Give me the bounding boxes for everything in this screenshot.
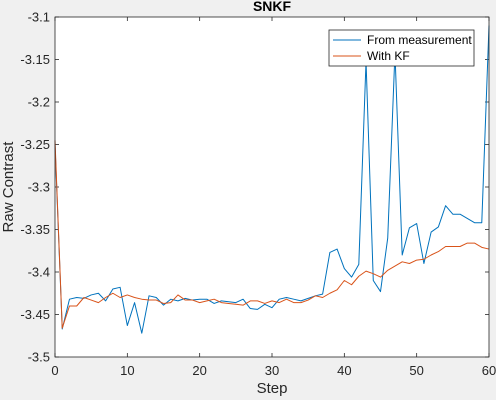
- x-tick-label: 0: [51, 363, 58, 378]
- y-tick-label: -3.4: [28, 265, 50, 280]
- y-tick-label: -3.5: [28, 350, 50, 365]
- x-tick-label: 40: [337, 363, 351, 378]
- y-tick-label: -3.3: [28, 180, 50, 195]
- x-tick-label: 10: [120, 363, 134, 378]
- series-layer: [54, 25, 490, 334]
- y-tick-label: -3.2: [28, 95, 50, 110]
- y-tick-label: -3.15: [20, 52, 50, 67]
- x-tick-label: 20: [192, 363, 206, 378]
- y-tick-label: -3.1: [28, 10, 50, 25]
- x-tick-label: 60: [482, 363, 496, 378]
- y-tick-label: -3.25: [20, 137, 50, 152]
- legend-box: [328, 29, 475, 67]
- series-line-with-kf: [54, 140, 490, 329]
- y-axis-label: Raw Contrast: [0, 141, 17, 233]
- chart-title: SNKF: [253, 0, 292, 14]
- legend: From measurement With KF: [328, 29, 475, 67]
- x-tick-label: 50: [409, 363, 423, 378]
- legend-label-with-kf: With KF: [367, 49, 410, 63]
- plot-area: [55, 17, 489, 357]
- x-tick-label: 30: [265, 363, 279, 378]
- axis-ticks: 0 10 20 30 40 50 60 -3.5 -3.45 -3.4 -3.35 -3.3 -3.25…: [20, 10, 496, 379]
- x-axis-label: Step: [257, 380, 288, 397]
- y-tick-label: -3.35: [20, 222, 50, 237]
- y-tick-label: -3.45: [20, 307, 50, 322]
- legend-label-from-measurement: From measurement: [367, 33, 472, 47]
- series-line-from-measurement: [54, 25, 490, 334]
- axes-box: [54, 16, 490, 358]
